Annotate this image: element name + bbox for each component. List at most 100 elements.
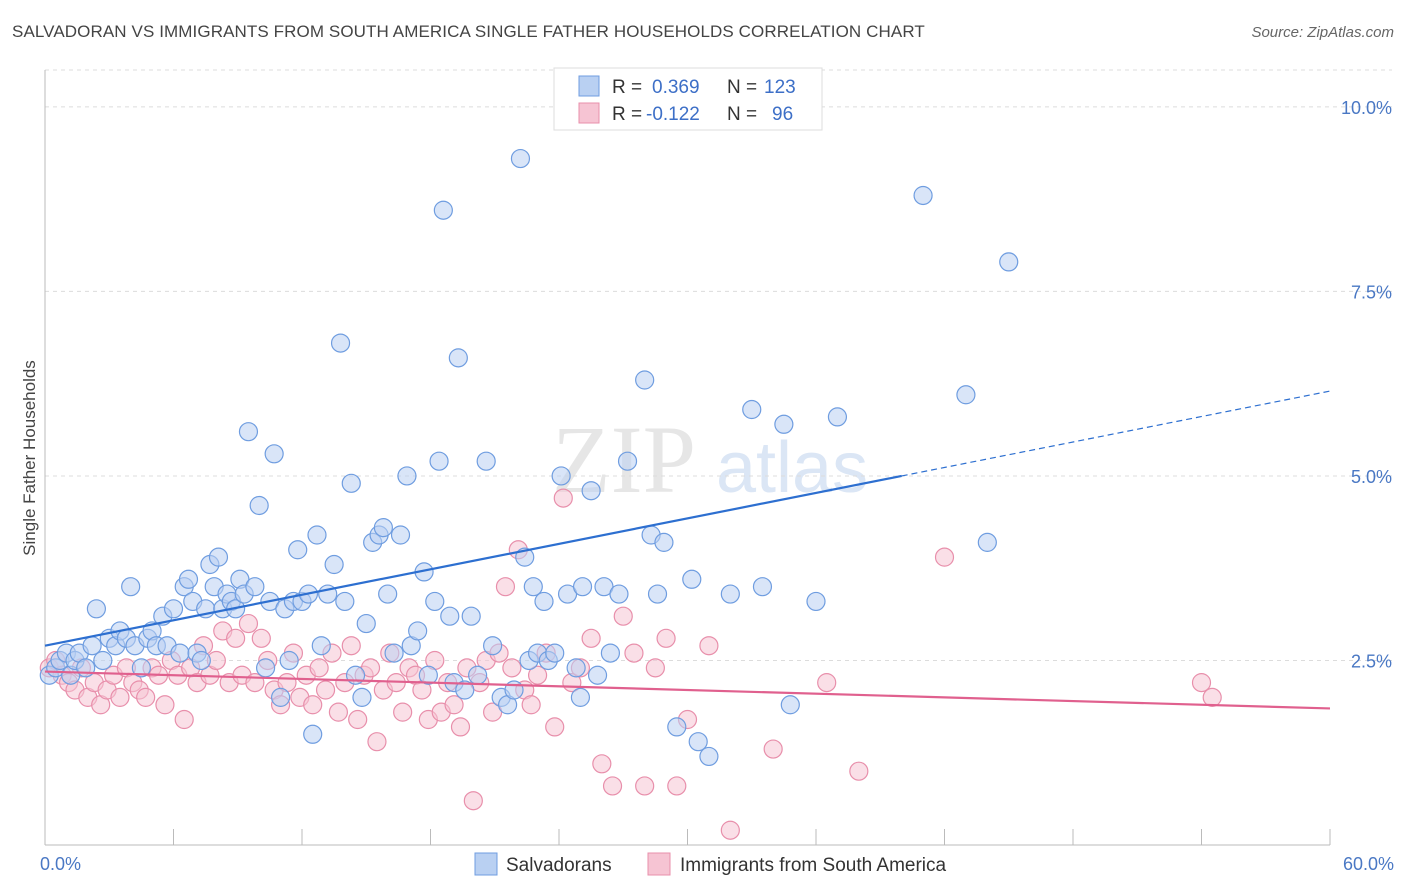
immigrants-point-15	[136, 687, 156, 707]
series-salvadorans	[39, 148, 1019, 767]
salvadorans-point-99	[566, 658, 586, 678]
salvadorans-point-23	[163, 599, 184, 619]
salvadorans-point-33	[208, 547, 229, 567]
immigrants-point-75	[521, 695, 541, 715]
salvadorans-point-115	[720, 584, 740, 604]
salvadorans-point-101	[581, 481, 601, 501]
salvadorans-point-70	[397, 466, 417, 486]
bottom-legend-label-salvadorans: Salvadorans	[506, 855, 612, 876]
legend-r-value-1: 0.369	[652, 77, 700, 98]
legend-n-label-2: N =	[727, 104, 757, 125]
immigrants-point-93	[763, 739, 783, 759]
chart-title: SALVADORAN VS IMMIGRANTS FROM SOUTH AMER…	[12, 22, 925, 41]
salvadorans-point-117	[752, 577, 773, 597]
salvadorans-point-107	[635, 370, 655, 390]
immigrants-point-92	[720, 820, 740, 840]
salvadorans-point-81	[455, 680, 475, 700]
immigrants-point-91	[699, 636, 719, 656]
salvadorans-point-110	[654, 532, 674, 552]
immigrants-point-63	[444, 695, 464, 715]
immigrants-point-51	[367, 732, 387, 752]
immigrants-point-71	[495, 577, 516, 597]
legend-r-label-1: R =	[612, 77, 642, 98]
salvadorans-point-26	[178, 569, 199, 589]
salvadorans-point-67	[378, 584, 398, 604]
salvadorans-point-54	[307, 525, 327, 545]
salvadorans-point-83	[468, 665, 488, 685]
immigrants-point-96	[1191, 673, 1212, 693]
salvadorans-point-68	[384, 643, 404, 663]
salvadorans-point-123	[977, 532, 997, 552]
salvadorans-point-46	[270, 687, 291, 707]
immigrants-point-88	[645, 658, 665, 678]
salvadorans-point-29	[191, 650, 211, 671]
legend-swatch-immigrants	[578, 102, 600, 124]
y-tick-label-0: 2.5%	[1351, 651, 1392, 671]
immigrants-point-85	[613, 606, 633, 626]
axes: 2.5% 5.0% 7.5% 10.0% 0.0% 60.0%	[40, 70, 1394, 874]
salvadorans-point-69	[390, 525, 411, 545]
salvadorans-point-125	[780, 695, 800, 715]
x-tick-label-0: 0.0%	[40, 854, 81, 874]
salvadorans-point-120	[827, 407, 848, 427]
immigrants-point-48	[348, 709, 368, 730]
trend-line-salvadorans-extension	[901, 390, 1331, 477]
legend-stats: R = 0.369 N = 123 R = -0.122 N = 96	[553, 67, 823, 131]
salvadorans-point-104	[600, 643, 621, 663]
salvadorans-point-74	[418, 665, 438, 685]
legend-swatch-salvadorans	[578, 75, 600, 97]
legend-n-label-1: N =	[727, 77, 757, 98]
salvadorans-point-89	[510, 148, 531, 169]
immigrants-point-97	[1202, 687, 1222, 707]
immigrants-point-98	[817, 673, 837, 693]
immigrants-point-86	[624, 643, 644, 663]
salvadorans-point-62	[352, 687, 372, 707]
trend-line-salvadorans	[44, 474, 902, 647]
salvadorans-point-105	[609, 584, 629, 604]
immigrants-point-33	[251, 628, 271, 648]
y-tick-label-3: 10.0%	[1341, 98, 1392, 118]
immigrants-point-84	[602, 776, 623, 796]
trend-lines	[44, 390, 1331, 710]
immigrants-point-21	[174, 709, 194, 730]
salvadorans-point-57	[324, 554, 344, 575]
y-axis-label: Single Father Households	[20, 360, 39, 556]
salvadorans-point-9	[86, 599, 107, 619]
salvadorans-point-100	[572, 577, 593, 597]
x-tick-label-1: 60.0%	[1343, 854, 1394, 874]
watermark-atlas: atlas	[716, 428, 868, 508]
salvadorans-point-10	[93, 650, 113, 671]
salvadorans-point-112	[682, 569, 702, 589]
salvadorans-point-126	[570, 687, 591, 707]
immigrants-point-95	[934, 547, 955, 567]
salvadorans-point-114	[699, 746, 719, 767]
salvadorans-point-55	[311, 636, 331, 656]
salvadorans-point-50	[288, 540, 308, 560]
salvadorans-point-43	[255, 658, 276, 678]
salvadorans-point-122	[956, 385, 976, 405]
legend-r-label-2: R =	[612, 104, 642, 125]
bottom-legend-swatch-immigrants	[647, 852, 671, 876]
y-tick-label-2: 7.5%	[1351, 282, 1392, 302]
salvadorans-point-116	[742, 399, 762, 420]
salvadorans-point-111	[667, 717, 687, 737]
immigrants-point-11	[110, 687, 130, 707]
immigrants-point-99	[667, 776, 687, 796]
immigrants-point-94	[849, 761, 869, 781]
source-label: Source: ZipAtlas.com	[1251, 24, 1394, 41]
salvadorans-point-60	[341, 473, 361, 493]
immigrants-point-72	[502, 658, 522, 678]
salvadorans-point-118	[774, 414, 794, 434]
immigrants-point-64	[450, 717, 471, 737]
immigrants-point-43	[315, 680, 336, 700]
immigrants-point-79	[553, 488, 573, 508]
salvadorans-point-76	[429, 451, 449, 471]
salvadorans-point-113	[688, 732, 708, 752]
immigrants-point-87	[635, 776, 655, 796]
immigrants-point-47	[341, 636, 361, 656]
salvadorans-point-82	[461, 606, 481, 626]
immigrants-point-42	[309, 658, 329, 678]
salvadorans-point-96	[545, 643, 565, 663]
bottom-legend-label-immigrants: Immigrants from South America	[680, 855, 947, 876]
